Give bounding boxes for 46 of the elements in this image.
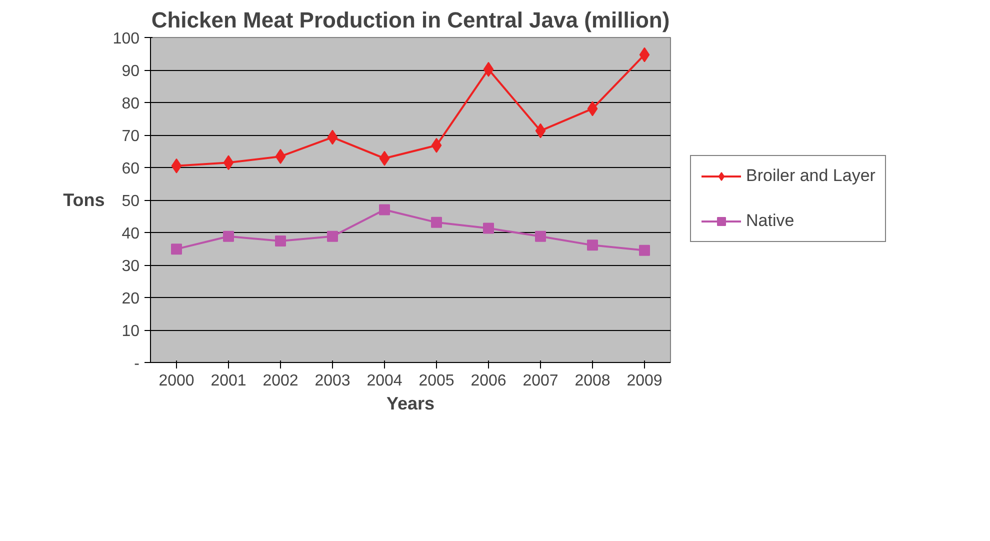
legend-label: Native [746, 211, 794, 231]
chart-title: Chicken Meat Production in Central Java (million) [151, 8, 670, 32]
y-tick-label: 40 [122, 226, 140, 242]
x-tick-label: 2006 [470, 372, 506, 390]
x-tick-label: 2002 [262, 372, 298, 390]
y-axis-title: Tons [63, 190, 105, 210]
x-axis-title: Years [386, 394, 435, 414]
point [171, 244, 182, 255]
point [327, 230, 338, 242]
point [587, 101, 598, 116]
point [431, 216, 442, 228]
x-tick-label: 2007 [522, 372, 558, 390]
point [587, 240, 598, 251]
point [483, 222, 494, 234]
y-tick-label: 100 [112, 30, 140, 48]
point [275, 148, 286, 164]
point [379, 150, 390, 166]
legend-label: Broiler and Layer [746, 166, 876, 186]
y-tick-label: 10 [122, 323, 140, 340]
point [639, 244, 650, 256]
point [379, 204, 390, 216]
x-tick-label: 2001 [210, 372, 246, 390]
y-tick-label: 30 [122, 258, 140, 275]
y-tick-label: - [134, 356, 140, 372]
point [431, 138, 442, 153]
point [535, 230, 546, 242]
point [639, 47, 650, 62]
x-tick-label: 2000 [158, 372, 194, 390]
point [223, 155, 234, 170]
point [171, 158, 182, 174]
point [483, 62, 494, 77]
x-tick-label: 2009 [626, 372, 662, 390]
x-tick-label: 2004 [366, 372, 402, 390]
x-tick-label: 2003 [314, 372, 350, 390]
y-tick-label: 80 [122, 96, 140, 112]
point [535, 123, 546, 138]
y-tick-label: 60 [122, 160, 140, 178]
y-tick-label: 70 [122, 128, 140, 145]
point [327, 130, 338, 145]
point [275, 235, 286, 246]
y-tick-label: 20 [122, 290, 140, 308]
point [223, 230, 234, 242]
x-tick-label: 2005 [418, 372, 454, 390]
x-tick-label: 2008 [574, 372, 610, 390]
y-tick-label: 90 [122, 63, 140, 80]
y-tick-label: 50 [122, 193, 140, 210]
